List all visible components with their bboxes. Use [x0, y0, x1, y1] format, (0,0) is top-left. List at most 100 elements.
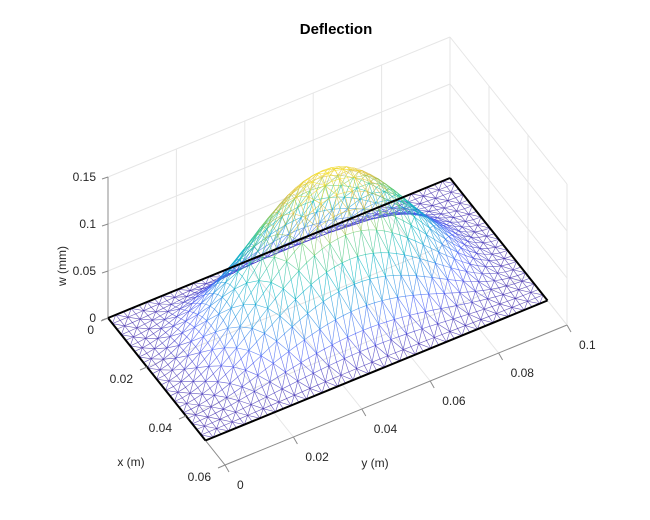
mesh-edge — [373, 252, 382, 254]
mesh-edge — [436, 293, 442, 309]
mesh-edge — [150, 348, 155, 359]
mesh-edge — [372, 253, 378, 278]
mesh-edge — [470, 231, 475, 238]
mesh-edge — [261, 257, 267, 269]
mesh-edge — [468, 250, 474, 259]
mesh-edge — [420, 294, 426, 312]
mesh-edge — [287, 299, 296, 308]
mesh-edge — [177, 329, 183, 334]
mesh-edge — [195, 336, 204, 347]
mesh-edge — [197, 314, 203, 318]
mesh-edge — [497, 272, 503, 280]
mesh-edge — [369, 253, 374, 280]
mesh-edge — [465, 255, 471, 265]
mesh-edge — [450, 228, 456, 234]
mesh-edge — [424, 276, 433, 278]
mesh-edge — [335, 170, 341, 179]
mesh-edge — [461, 261, 467, 272]
mesh-edge — [179, 355, 189, 364]
mesh-edge — [371, 358, 380, 363]
mesh-edge — [188, 302, 197, 312]
mesh-edge — [468, 250, 477, 254]
mesh-edge — [374, 177, 383, 183]
mesh-edge — [262, 256, 275, 259]
mesh-edge — [322, 301, 328, 325]
mesh-edge — [136, 323, 145, 329]
mesh-edge — [180, 308, 185, 311]
mesh-edge — [186, 296, 192, 298]
mesh-edge — [468, 313, 474, 323]
mesh-edge — [322, 175, 331, 178]
mesh-edge — [475, 290, 484, 292]
mesh-edge — [352, 368, 357, 381]
mesh-edge — [154, 348, 160, 355]
mesh-edge — [346, 222, 355, 225]
mesh-edge — [251, 328, 257, 342]
mesh-edge — [204, 416, 209, 427]
mesh-edge — [470, 281, 476, 292]
mesh-edge — [144, 319, 153, 325]
mesh-edge — [515, 298, 528, 302]
mesh-edge — [226, 397, 239, 401]
mesh-edge — [264, 222, 269, 225]
mesh-edge — [522, 295, 528, 302]
mesh-edge — [264, 333, 270, 349]
mesh-edge — [513, 283, 519, 290]
mesh-edge — [158, 353, 164, 360]
mesh-edge — [451, 233, 456, 236]
mesh-edge — [197, 286, 203, 290]
mesh-edge — [319, 328, 333, 346]
mesh-edge — [285, 223, 291, 236]
mesh-edge — [379, 197, 384, 212]
mesh-edge — [266, 396, 279, 403]
mesh-edge — [257, 369, 266, 376]
mesh-edge — [387, 355, 400, 362]
mesh-edge — [335, 319, 341, 341]
mesh-edge — [236, 347, 242, 359]
mesh-edge — [161, 380, 170, 386]
mesh-edge — [218, 402, 224, 410]
mesh-edge — [264, 332, 277, 342]
mesh-edge — [447, 192, 452, 201]
mesh-edge — [321, 169, 327, 178]
mesh-edge — [306, 172, 320, 184]
mesh-edge — [279, 202, 285, 205]
mesh-edge — [455, 280, 464, 282]
mesh-edge — [273, 224, 286, 242]
mesh-edge — [327, 172, 341, 180]
mesh-edge — [497, 272, 510, 279]
mesh-edge — [216, 428, 229, 432]
mesh-edge — [227, 415, 233, 423]
mesh-edge — [356, 187, 361, 200]
mesh-edge — [274, 388, 283, 394]
mesh-edge — [351, 187, 357, 199]
mesh-edge — [324, 209, 333, 211]
mesh-edge — [475, 281, 479, 292]
mesh-edge — [221, 282, 226, 298]
mesh-edge — [289, 235, 295, 252]
mesh-edge — [237, 376, 243, 387]
mesh-edge — [443, 191, 452, 196]
mesh-edge — [217, 381, 223, 390]
mesh-edge — [329, 243, 335, 268]
mesh-edge — [279, 195, 289, 205]
mesh-edge — [456, 210, 469, 215]
mesh-edge — [464, 244, 473, 248]
mesh-edge — [496, 259, 502, 267]
mesh-edge — [171, 302, 184, 305]
mesh-edge — [499, 294, 504, 305]
mesh-edge — [241, 257, 246, 260]
mesh-edge — [254, 228, 267, 247]
mesh-edge — [215, 320, 224, 333]
mesh-edge — [506, 277, 511, 287]
mesh-edge — [395, 206, 400, 217]
mesh-edge — [223, 404, 232, 410]
mesh-edge — [260, 222, 270, 235]
mesh-edge — [370, 181, 384, 198]
mesh-edge — [450, 228, 459, 232]
mesh-edge — [187, 346, 196, 356]
mesh-edge — [318, 230, 324, 237]
mesh-edge — [364, 365, 369, 374]
mesh-edge — [141, 332, 146, 339]
